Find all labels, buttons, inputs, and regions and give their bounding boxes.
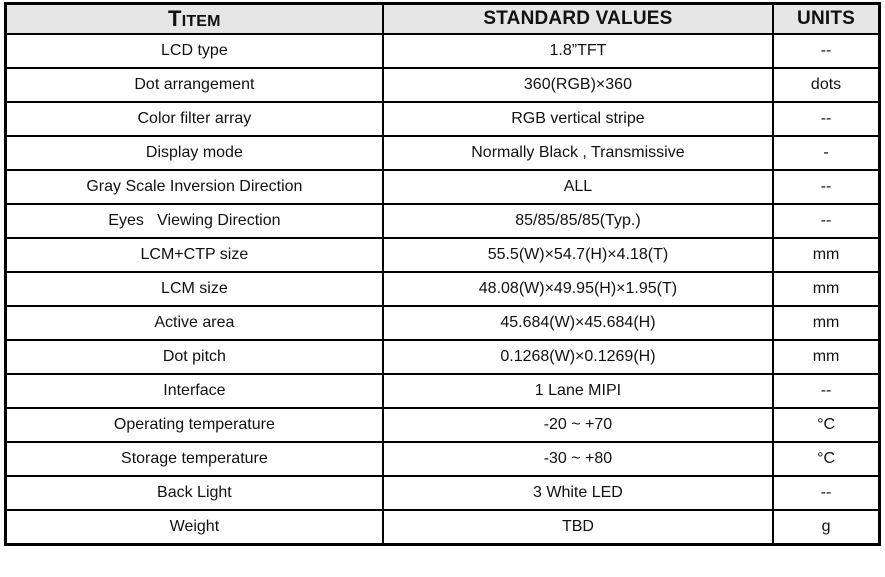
header-row: TITEM STANDARD VALUES UNITS: [4, 2, 881, 35]
unit-cell: mm: [772, 339, 881, 375]
unit-cell: --: [772, 475, 881, 511]
unit-cell: --: [772, 169, 881, 205]
table-row: LCM size 48.08(W)×49.95(H)×1.95(T) mm: [4, 271, 881, 307]
item-cell: Operating temperature: [4, 407, 384, 443]
value-cell: ALL: [381, 169, 775, 205]
value-cell: 360(RGB)×360: [381, 67, 775, 103]
spec-table-body: LCD type 1.8”TFT -- Dot arrangement 360(…: [4, 33, 881, 546]
table-row: Display mode Normally Black , Transmissi…: [4, 135, 881, 171]
value-cell: 45.684(W)×45.684(H): [381, 305, 775, 341]
item-cell: Color filter array: [4, 101, 384, 137]
item-cell: Weight: [4, 509, 384, 546]
value-cell: 1 Lane MIPI: [381, 373, 775, 409]
table-row: Dot arrangement 360(RGB)×360 dots: [4, 67, 881, 103]
table-row: Back Light 3 White LED --: [4, 475, 881, 511]
item-cell: Dot arrangement: [4, 67, 384, 103]
table-row: Interface 1 Lane MIPI --: [4, 373, 881, 409]
value-cell: 0.1268(W)×0.1269(H): [381, 339, 775, 375]
item-cell: Gray Scale Inversion Direction: [4, 169, 384, 205]
spec-table-header: TITEM STANDARD VALUES UNITS: [4, 2, 881, 35]
value-cell: Normally Black , Transmissive: [381, 135, 775, 171]
value-cell: 1.8”TFT: [381, 33, 775, 69]
table-row: LCD type 1.8”TFT --: [4, 33, 881, 69]
table-row: Color filter array RGB vertical stripe -…: [4, 101, 881, 137]
item-cell: Storage temperature: [4, 441, 384, 477]
header-item-label: TITEM: [168, 6, 221, 31]
value-cell: 48.08(W)×49.95(H)×1.95(T): [381, 271, 775, 307]
value-cell: 55.5(W)×54.7(H)×4.18(T): [381, 237, 775, 273]
table-row: Eyes Viewing Direction 85/85/85/85(Typ.)…: [4, 203, 881, 239]
unit-cell: °C: [772, 441, 881, 477]
page: TITEM STANDARD VALUES UNITS LCD type 1.8…: [4, 2, 881, 546]
value-cell: RGB vertical stripe: [381, 101, 775, 137]
unit-cell: mm: [772, 305, 881, 341]
item-cell: Active area: [4, 305, 384, 341]
header-values-label: STANDARD VALUES: [483, 8, 673, 29]
unit-cell: --: [772, 373, 881, 409]
table-row: Dot pitch 0.1268(W)×0.1269(H) mm: [4, 339, 881, 375]
item-cell: LCD type: [4, 33, 384, 69]
item-cell: Eyes Viewing Direction: [4, 203, 384, 239]
spec-table: TITEM STANDARD VALUES UNITS LCD type 1.8…: [4, 2, 881, 546]
value-cell: -30 ~ +80: [381, 441, 775, 477]
unit-cell: --: [772, 203, 881, 239]
unit-cell: --: [772, 33, 881, 69]
unit-cell: g: [772, 509, 881, 546]
item-cell: Display mode: [4, 135, 384, 171]
table-row: Weight TBD g: [4, 509, 881, 546]
unit-cell: --: [772, 101, 881, 137]
item-cell: LCM size: [4, 271, 384, 307]
unit-cell: °C: [772, 407, 881, 443]
table-row: LCM+CTP size 55.5(W)×54.7(H)×4.18(T) mm: [4, 237, 881, 273]
value-cell: 3 White LED: [381, 475, 775, 511]
value-cell: TBD: [381, 509, 775, 546]
item-cell: Back Light: [4, 475, 384, 511]
item-cell: LCM+CTP size: [4, 237, 384, 273]
table-row: Gray Scale Inversion Direction ALL --: [4, 169, 881, 205]
header-units-label: UNITS: [797, 8, 856, 29]
unit-cell: mm: [772, 237, 881, 273]
unit-cell: dots: [772, 67, 881, 103]
header-cell-units: UNITS: [772, 2, 881, 35]
value-cell: -20 ~ +70: [381, 407, 775, 443]
table-row: Active area 45.684(W)×45.684(H) mm: [4, 305, 881, 341]
table-row: Operating temperature -20 ~ +70 °C: [4, 407, 881, 443]
item-cell: Interface: [4, 373, 384, 409]
header-cell-standard-values: STANDARD VALUES: [381, 2, 775, 35]
unit-cell: -: [772, 135, 881, 171]
table-row: Storage temperature -30 ~ +80 °C: [4, 441, 881, 477]
value-cell: 85/85/85/85(Typ.): [381, 203, 775, 239]
unit-cell: mm: [772, 271, 881, 307]
item-cell: Dot pitch: [4, 339, 384, 375]
header-cell-item: TITEM: [4, 2, 384, 35]
